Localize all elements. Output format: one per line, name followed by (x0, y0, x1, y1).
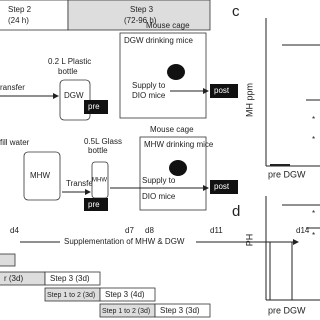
flow-text: Mouse cage (150, 125, 194, 134)
flow-text: Supply to (132, 81, 166, 90)
day-label: d8 (145, 226, 154, 235)
y-label: MH ppm (244, 83, 254, 117)
post-text: post (214, 86, 230, 95)
sig-mark: * (312, 135, 315, 144)
panel-label: d (232, 203, 240, 220)
gantt-text: r (3d) (4, 274, 23, 283)
sig-mark: * (312, 115, 315, 124)
flow-text: MHW drinking mice (144, 140, 214, 149)
flow-text: fill water (0, 138, 30, 147)
gantt-text: Step 3 (3d) (160, 306, 200, 315)
flow-text: DIO mice (142, 192, 176, 201)
step-title: Step 2 (8, 5, 32, 14)
day-label: d4 (10, 226, 19, 235)
flow-text: Transfer (66, 179, 96, 188)
day-label: d14 (296, 226, 310, 235)
gantt-text: Step 3 (3d) (50, 274, 90, 283)
gantt-text: Step 1 to 2 (3d) (102, 308, 150, 315)
bar (270, 164, 290, 166)
x-label: pre DGW (268, 169, 306, 179)
flow-text: 0.5L Glass (84, 137, 122, 146)
day-label: d11 (210, 226, 223, 235)
flow-text: ransfer (0, 83, 25, 92)
flow-text: bottle (88, 146, 108, 155)
day-label: d7 (125, 226, 134, 235)
pre-text: pre (88, 200, 100, 209)
gantt-box (44, 271, 101, 286)
gantt-box (99, 287, 156, 302)
cage (119, 32, 207, 119)
flow-text: bottle (58, 67, 78, 76)
pre-box (84, 198, 108, 211)
sig-mark: * (312, 209, 315, 218)
post-text: post (214, 182, 230, 191)
mouse (169, 160, 187, 176)
post-box (210, 180, 238, 194)
step-title: Step 3 (130, 5, 154, 14)
panel-label: c (232, 3, 240, 20)
flow-text: Mouse cage (146, 21, 190, 30)
flow-text: DGW drinking mice (124, 36, 193, 45)
gantt-text: Step 1 to 2 (3d) (47, 292, 95, 299)
timeline-text: Supplementation of MHW & DGW (64, 237, 185, 246)
step-box (67, 0, 211, 31)
step-time: (72-96 h) (124, 16, 157, 25)
y-label: PH (244, 234, 254, 247)
post-box (210, 84, 238, 98)
flow-text: 0.2 L Plastic (48, 57, 91, 66)
sig-mark: * (312, 231, 315, 240)
mouse (167, 64, 185, 80)
flow-text: MHW (92, 178, 107, 184)
bottle (23, 151, 61, 201)
bar (269, 241, 293, 301)
flow-text: DGW (64, 91, 84, 100)
flow-text: Supply to (142, 176, 176, 185)
step-time: (24 h) (8, 16, 29, 25)
pre-box (84, 100, 108, 114)
gantt-text: Step 3 (4d) (105, 290, 145, 299)
gantt-box (0, 253, 16, 267)
pre-text: pre (88, 102, 100, 111)
flow-text: MHW (30, 171, 50, 180)
flow-text: DIO mice (132, 91, 166, 100)
gantt-box (154, 303, 211, 318)
x-label: pre DGW (268, 305, 306, 315)
